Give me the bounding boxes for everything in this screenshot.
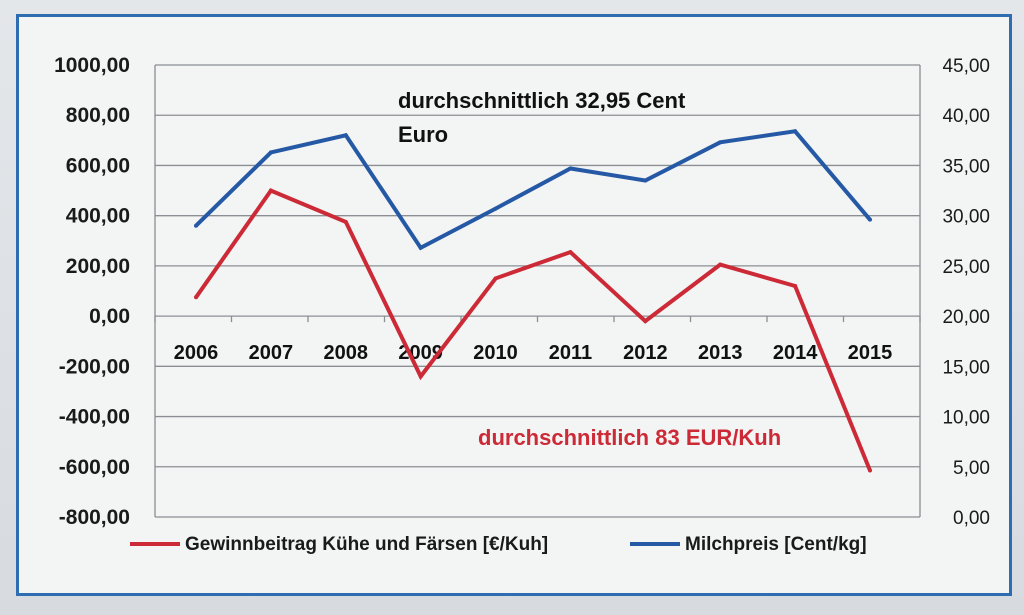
series-point [194, 295, 198, 300]
series-point [718, 140, 723, 145]
chart-frame [16, 14, 1012, 596]
y-left-tick-label: -800,00 [59, 506, 130, 529]
y-left-tick-label: 400,00 [66, 205, 130, 228]
y-left-tick-label: -400,00 [59, 406, 130, 429]
y-left-tick-label: 800,00 [66, 104, 130, 127]
y-right-tick-label: 0,00 [953, 508, 990, 529]
annotation-milk-average: Euro [398, 122, 448, 147]
series-point [493, 206, 498, 211]
series-point [643, 319, 648, 324]
x-tick-label: 2015 [848, 342, 893, 364]
y-right-tick-label: 20,00 [942, 307, 990, 328]
series-line-2 [194, 129, 872, 251]
series-point [718, 262, 723, 267]
x-tick-label: 2012 [623, 342, 668, 364]
series-point [343, 219, 348, 224]
series-point [868, 468, 872, 473]
x-tick-label: 2014 [773, 342, 818, 364]
y-right-tick-label: 5,00 [953, 458, 990, 479]
series-point [868, 217, 872, 222]
y-left-tick-label: 1000,00 [54, 54, 130, 77]
x-tick-label: 2013 [698, 342, 743, 364]
series-point [568, 250, 573, 255]
legend-label: Milchpreis [Cent/kg] [685, 534, 867, 555]
y-right-tick-label: 40,00 [942, 106, 990, 127]
y-right-tick-label: 15,00 [942, 357, 990, 378]
series-point [418, 245, 423, 250]
series-point [568, 166, 573, 171]
x-tick-label: 2007 [249, 342, 294, 364]
y-right-tick-label: 10,00 [942, 408, 990, 429]
series-point [194, 223, 198, 228]
y-right-tick-label: 35,00 [942, 156, 990, 177]
series-point [418, 374, 423, 379]
y-left-tick-label: 200,00 [66, 255, 130, 278]
x-tick-label: 2008 [324, 342, 369, 364]
annotation-profit-average: durchschnittlich 83 EUR/Kuh [478, 425, 781, 450]
x-tick-label: 2010 [473, 342, 518, 364]
y-right-tick-label: 30,00 [942, 207, 990, 228]
annotation-milk-average: durchschnittlich 32,95 Cent [398, 88, 686, 113]
series-point [343, 133, 348, 138]
series-point [268, 188, 273, 193]
series-point [793, 283, 798, 288]
series-point [643, 178, 648, 183]
y-left-tick-label: 0,00 [89, 305, 130, 328]
y-left-tick-label: 600,00 [66, 154, 130, 177]
y-left-tick-label: -600,00 [59, 456, 130, 479]
x-tick-label: 2009 [398, 342, 443, 364]
y-right-tick-label: 45,00 [942, 56, 990, 77]
x-tick-label: 2011 [549, 342, 592, 364]
series-point [493, 276, 498, 281]
legend-label: Gewinnbeitrag Kühe und Färsen [€/Kuh] [185, 534, 548, 555]
series-point [268, 150, 273, 155]
series-point [793, 129, 798, 134]
y-right-tick-label: 25,00 [942, 257, 990, 278]
series-line-1 [194, 188, 872, 472]
x-tick-label: 2006 [174, 342, 219, 364]
y-left-tick-label: -200,00 [59, 355, 130, 378]
